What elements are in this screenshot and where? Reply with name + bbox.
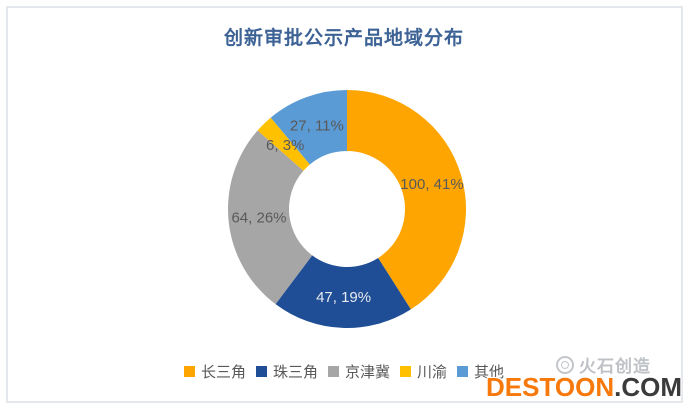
pie-slice-川渝 (257, 117, 310, 171)
data-label-其他: 27, 11% (290, 117, 344, 134)
brand-watermark-text: 火石创造 (579, 357, 651, 376)
site-watermark-tld: .COM (614, 372, 682, 402)
brand-logo-icon (556, 355, 574, 374)
pie-slice-长三角 (347, 90, 467, 310)
legend-label: 川渝 (417, 364, 448, 381)
legend-label: 珠三角 (272, 364, 318, 381)
site-watermark: DESTOON.COM (486, 372, 682, 403)
pie-slice-珠三角 (275, 255, 411, 329)
legend-label: 长三角 (200, 364, 246, 381)
data-label-长三角: 100, 41% (400, 176, 463, 193)
legend-item-其他: 其他 (457, 361, 504, 382)
chart-title: 创新审批公示产品地域分布 (223, 28, 464, 49)
legend-item-珠三角: 珠三角 (255, 361, 318, 382)
legend-swatch-icon (400, 366, 411, 377)
site-watermark-name: DESTOON (486, 372, 615, 402)
data-label-川渝: 6, 3% (266, 137, 304, 154)
legend-item-川渝: 川渝 (400, 361, 447, 382)
legend-swatch-icon (255, 366, 267, 377)
legend-label: 京津冀 (344, 364, 390, 381)
pie-slice-其他 (270, 90, 347, 165)
data-label-珠三角: 47, 19% (316, 289, 371, 306)
legend-swatch-icon (183, 366, 195, 377)
legend-label: 其他 (474, 364, 505, 381)
data-label-京津冀: 64, 26% (231, 210, 286, 227)
legend-swatch-icon (327, 366, 339, 377)
legend-swatch-icon (457, 366, 469, 377)
brand-watermark: 火石创造 (556, 352, 651, 377)
pie-slice-京津冀 (228, 130, 313, 305)
legend-item-京津冀: 京津冀 (327, 361, 390, 382)
legend-item-长三角: 长三角 (183, 361, 246, 382)
chart-legend: 长三角 珠三角 京津冀 川渝 其他 (0, 361, 688, 382)
